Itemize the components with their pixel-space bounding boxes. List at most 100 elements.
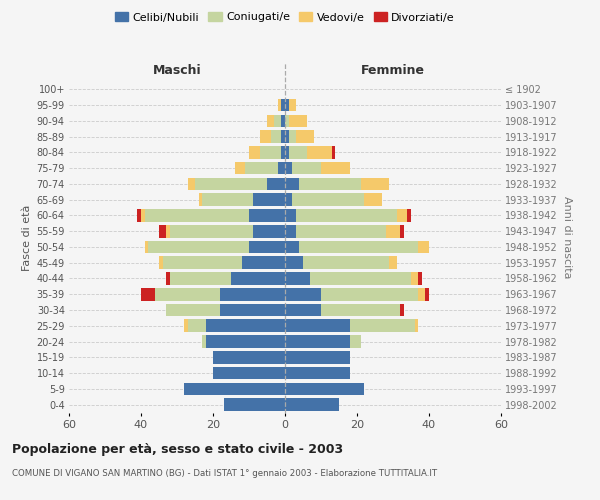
Bar: [231, 272, 285, 285]
Bar: [400, 225, 404, 237]
Bar: [141, 209, 145, 222]
Bar: [155, 288, 220, 300]
Bar: [411, 272, 418, 285]
Bar: [307, 146, 332, 158]
Bar: [321, 304, 400, 316]
Bar: [418, 288, 425, 300]
Bar: [145, 209, 249, 222]
Bar: [271, 130, 281, 143]
Bar: [289, 130, 296, 143]
Bar: [281, 130, 285, 143]
Bar: [425, 288, 429, 300]
Bar: [299, 178, 361, 190]
Bar: [249, 146, 260, 158]
Bar: [159, 225, 166, 237]
Bar: [285, 209, 296, 222]
Bar: [220, 288, 285, 300]
Bar: [321, 288, 418, 300]
Text: Popolazione per età, sesso e stato civile - 2003: Popolazione per età, sesso e stato civil…: [12, 442, 343, 456]
Bar: [303, 256, 389, 269]
Bar: [245, 162, 278, 174]
Bar: [289, 114, 307, 127]
Bar: [274, 114, 281, 127]
Bar: [285, 398, 339, 411]
Bar: [213, 367, 285, 380]
Bar: [285, 256, 303, 269]
Bar: [166, 225, 170, 237]
Y-axis label: Anni di nascita: Anni di nascita: [562, 196, 572, 278]
Bar: [285, 99, 289, 112]
Bar: [188, 320, 206, 332]
Bar: [332, 146, 335, 158]
Bar: [285, 194, 292, 206]
Bar: [242, 256, 285, 269]
Bar: [235, 162, 245, 174]
Bar: [145, 240, 148, 254]
Text: Maschi: Maschi: [152, 64, 202, 76]
Bar: [260, 146, 281, 158]
Bar: [285, 382, 364, 395]
Bar: [267, 178, 285, 190]
Bar: [321, 162, 350, 174]
Bar: [296, 209, 397, 222]
Bar: [296, 225, 386, 237]
Bar: [400, 304, 404, 316]
Bar: [299, 240, 418, 254]
Bar: [278, 162, 285, 174]
Legend: Celibi/Nubili, Coniugati/e, Vedovi/e, Divorziati/e: Celibi/Nubili, Coniugati/e, Vedovi/e, Di…: [115, 12, 455, 22]
Bar: [310, 272, 411, 285]
Bar: [170, 272, 231, 285]
Bar: [148, 240, 249, 254]
Bar: [260, 130, 271, 143]
Bar: [415, 320, 418, 332]
Bar: [184, 320, 188, 332]
Bar: [407, 209, 411, 222]
Bar: [170, 225, 253, 237]
Bar: [292, 194, 364, 206]
Bar: [249, 209, 285, 222]
Bar: [296, 130, 314, 143]
Bar: [285, 130, 289, 143]
Bar: [386, 225, 400, 237]
Bar: [184, 382, 285, 395]
Bar: [389, 256, 397, 269]
Bar: [159, 256, 163, 269]
Bar: [285, 288, 321, 300]
Bar: [188, 178, 195, 190]
Bar: [292, 162, 321, 174]
Bar: [202, 194, 253, 206]
Bar: [350, 320, 415, 332]
Bar: [267, 114, 274, 127]
Bar: [206, 320, 285, 332]
Bar: [253, 194, 285, 206]
Bar: [361, 178, 389, 190]
Y-axis label: Fasce di età: Fasce di età: [22, 204, 32, 270]
Bar: [285, 304, 321, 316]
Bar: [418, 272, 422, 285]
Bar: [281, 114, 285, 127]
Bar: [350, 335, 361, 348]
Bar: [418, 240, 429, 254]
Bar: [285, 162, 292, 174]
Bar: [285, 225, 296, 237]
Bar: [199, 194, 202, 206]
Bar: [224, 398, 285, 411]
Bar: [163, 256, 242, 269]
Bar: [220, 304, 285, 316]
Bar: [281, 99, 285, 112]
Bar: [206, 335, 285, 348]
Bar: [285, 351, 350, 364]
Bar: [281, 146, 285, 158]
Bar: [166, 304, 220, 316]
Bar: [285, 114, 289, 127]
Bar: [285, 178, 299, 190]
Bar: [253, 225, 285, 237]
Bar: [285, 335, 350, 348]
Text: COMUNE DI VIGANO SAN MARTINO (BG) - Dati ISTAT 1° gennaio 2003 - Elaborazione TU: COMUNE DI VIGANO SAN MARTINO (BG) - Dati…: [12, 469, 437, 478]
Bar: [137, 209, 141, 222]
Bar: [249, 240, 285, 254]
Bar: [289, 146, 307, 158]
Bar: [289, 99, 296, 112]
Bar: [285, 367, 350, 380]
Bar: [397, 209, 407, 222]
